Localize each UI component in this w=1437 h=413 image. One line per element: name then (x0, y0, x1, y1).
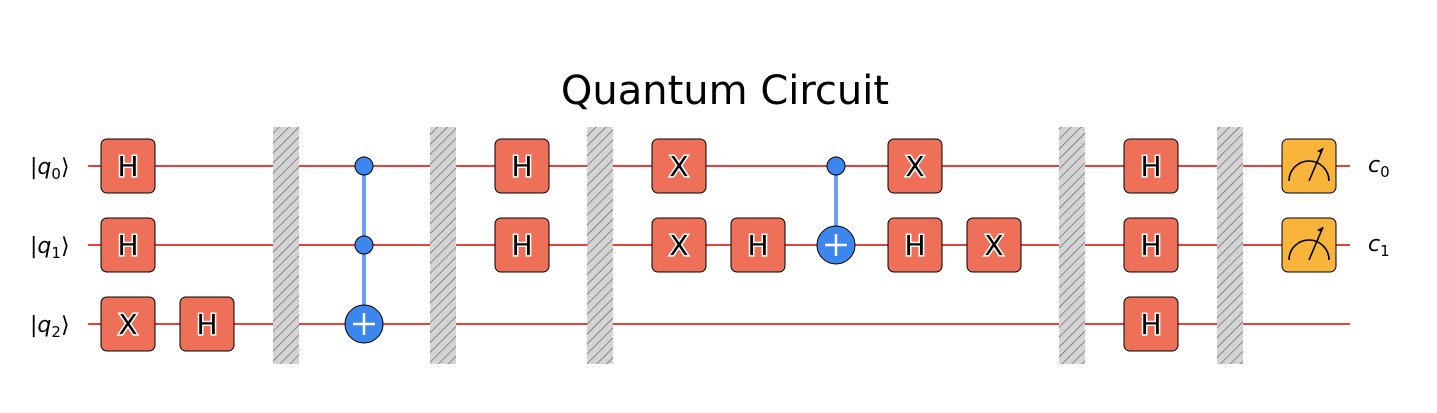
control-dot (354, 235, 374, 255)
gate-box (651, 138, 707, 194)
gate-h: H (179, 296, 235, 352)
gate-label: X (118, 308, 137, 341)
meter-needle-tip (1317, 227, 1323, 232)
control-dot (354, 156, 374, 176)
gate-box (100, 296, 156, 352)
barrier (587, 127, 613, 364)
gate-box (100, 138, 156, 194)
qubit-label-0: |q0⟩ (30, 155, 70, 183)
qubit-label-2: |q2⟩ (30, 313, 70, 341)
clbit-label-1: c1 (1368, 232, 1390, 260)
register-labels: |q0⟩ |q1⟩ |q2⟩ c0 c1 (30, 153, 1390, 341)
gate-box (887, 138, 943, 194)
qubit-label-1: |q1⟩ (30, 234, 70, 262)
clbit-label-0: c0 (1368, 153, 1390, 181)
gate-box (1123, 138, 1179, 194)
gate-box (730, 217, 786, 273)
gate-label: X (905, 150, 924, 183)
meter-needle-icon (1308, 226, 1324, 261)
gate-label: X (669, 229, 688, 262)
meter-needle-icon (1308, 147, 1324, 182)
measure-gate (1281, 138, 1337, 194)
barrier (1059, 127, 1085, 364)
gate-box (1123, 217, 1179, 273)
gate-label: H (1140, 308, 1161, 341)
gate-box (179, 296, 235, 352)
meter-arc-icon (1288, 160, 1330, 182)
gate-label: H (747, 229, 768, 262)
gate-h: H (100, 217, 156, 273)
cnot-gate (816, 156, 856, 265)
gate-box (966, 217, 1022, 273)
gate-h: H (887, 217, 943, 273)
gate-h: H (730, 217, 786, 273)
gate-x: X (887, 138, 943, 194)
gate-label: H (117, 229, 138, 262)
gate-label: H (1140, 229, 1161, 262)
barrier (430, 127, 456, 364)
gate-h: H (494, 138, 550, 194)
measure-box (1281, 217, 1337, 273)
toffoli-gate (344, 156, 384, 344)
meter-needle-tip (1317, 148, 1323, 153)
gate-box (100, 217, 156, 273)
measure-gate (1281, 217, 1337, 273)
gate-h: H (100, 138, 156, 194)
gate-h: H (1123, 296, 1179, 352)
gate-h: H (1123, 138, 1179, 194)
gate-label: H (511, 229, 532, 262)
barrier (1217, 127, 1243, 364)
gate-x: X (651, 138, 707, 194)
gate-x: X (966, 217, 1022, 273)
gate-box (494, 138, 550, 194)
gate-box (887, 217, 943, 273)
gate-x: X (651, 217, 707, 273)
barrier (273, 127, 299, 364)
gate-label: H (196, 308, 217, 341)
gate-label: X (669, 150, 688, 183)
gate-label: H (1140, 150, 1161, 183)
gate-box (1123, 296, 1179, 352)
gate-box (494, 217, 550, 273)
circuit-title: Quantum Circuit (561, 68, 889, 114)
gate-box (651, 217, 707, 273)
gate-label: H (904, 229, 925, 262)
gate-label: X (984, 229, 1003, 262)
measure-box (1281, 138, 1337, 194)
meter-arc-icon (1288, 239, 1330, 261)
circuit-operations: H H X H H H X X H X H X H H H (100, 127, 1337, 364)
gate-label: H (117, 150, 138, 183)
gate-x: X (100, 296, 156, 352)
gate-label: H (511, 150, 532, 183)
control-dot (826, 156, 846, 176)
gate-h: H (1123, 217, 1179, 273)
gate-h: H (494, 217, 550, 273)
